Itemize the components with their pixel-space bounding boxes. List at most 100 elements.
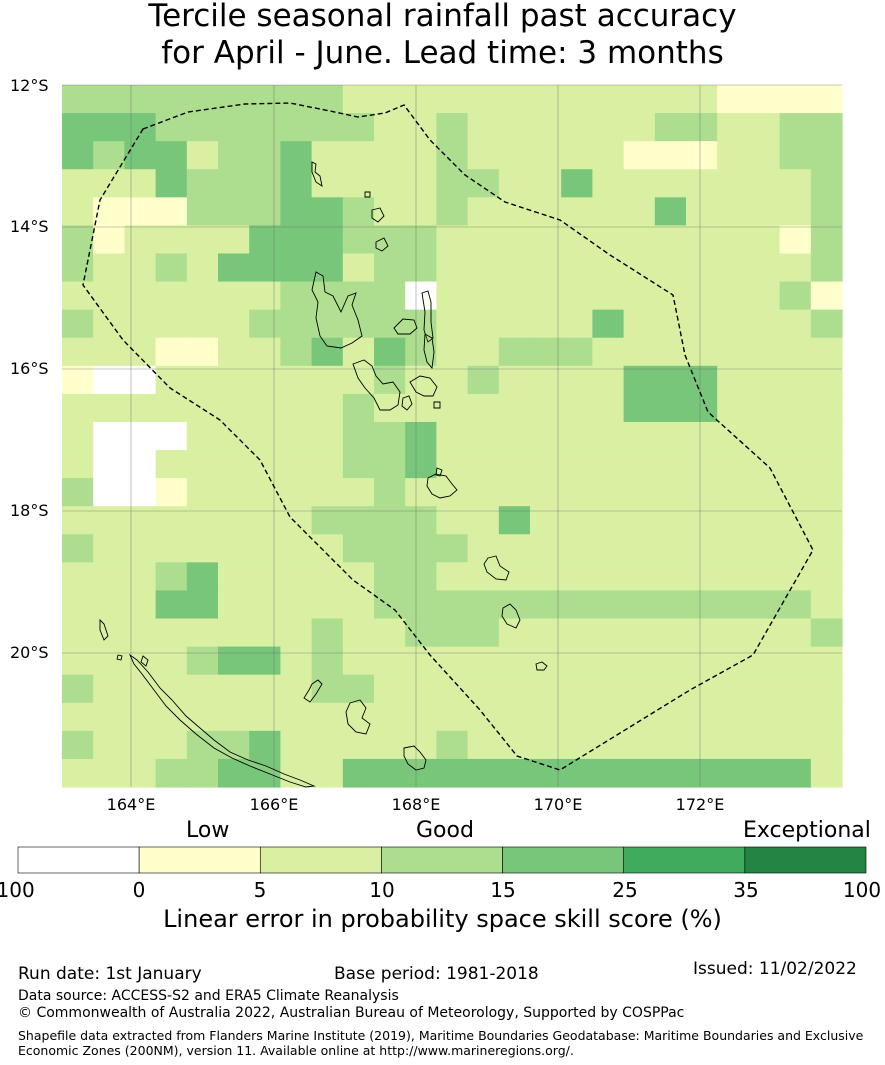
skill-cell [748, 253, 781, 283]
skill-cell [249, 421, 281, 451]
skill-cell [155, 730, 188, 760]
skill-cell [155, 225, 188, 255]
skill-cell [374, 478, 406, 507]
skill-cell [592, 169, 625, 198]
skill-cell [498, 702, 531, 732]
island-outline [303, 679, 323, 703]
skill-cell [218, 113, 250, 142]
skill-cell [186, 253, 219, 283]
skill-cell [654, 169, 687, 198]
skill-cell [342, 450, 375, 479]
skill-cell [717, 730, 749, 760]
skill-cell [498, 253, 531, 283]
skill-cell [686, 337, 718, 367]
skill-cell [62, 113, 94, 142]
skill-cell [686, 590, 718, 620]
skill-cell [311, 421, 344, 451]
lat-label-20s: 20°S [10, 643, 49, 662]
skill-cell [124, 393, 157, 423]
island-outline [311, 271, 363, 349]
skill-cell [374, 337, 406, 367]
skill-cell [436, 225, 469, 255]
skill-cell [748, 225, 781, 255]
skill-cell [436, 169, 469, 198]
skill-cell [654, 478, 687, 507]
skill-cell [686, 618, 718, 648]
skill-cell [686, 393, 718, 423]
skill-cell [654, 337, 687, 367]
skill-cell [810, 506, 843, 535]
skill-cell [748, 730, 781, 760]
skill-cell [93, 450, 125, 479]
skill-cell [717, 421, 749, 451]
skill-cell [810, 450, 843, 479]
skill-cell [561, 169, 593, 198]
skill-cell [218, 421, 250, 451]
skill-cell [717, 197, 749, 226]
skill-cell [748, 169, 781, 198]
skill-cell [654, 421, 687, 451]
skill-cell [374, 141, 406, 170]
skill-cell [124, 646, 157, 676]
skill-cell [93, 758, 125, 788]
skill-cell [467, 197, 500, 226]
skill-cell [405, 169, 437, 198]
skill-cell [592, 758, 625, 788]
skill-cell [280, 506, 313, 535]
skill-cell [779, 674, 812, 704]
lon-label-170e: 170°E [533, 795, 583, 814]
skill-cell [748, 141, 781, 170]
skill-cell [717, 253, 749, 283]
skill-cell [280, 646, 313, 676]
skill-cell [623, 113, 656, 142]
skill-cell [467, 393, 500, 423]
skill-cell [186, 562, 219, 592]
skill-grid-cells [62, 85, 843, 788]
skill-cell [654, 197, 687, 226]
skill-cell [810, 562, 843, 592]
skill-cell [686, 197, 718, 226]
skill-cell [654, 393, 687, 423]
skill-cell [249, 309, 281, 339]
skill-cell [249, 506, 281, 535]
skill-cell [623, 169, 656, 198]
skill-cell [810, 393, 843, 423]
skill-cell [686, 253, 718, 283]
skill-cell [686, 562, 718, 592]
skill-cell [779, 618, 812, 648]
skill-cell [124, 562, 157, 592]
skill-cell [530, 478, 562, 507]
skill-cell [405, 337, 437, 367]
skill-cell [124, 141, 157, 170]
skill-cell [280, 365, 313, 395]
skill-cell [530, 85, 562, 114]
skill-cell [342, 478, 375, 507]
skill-cell [405, 478, 437, 507]
skill-cell [218, 169, 250, 198]
skill-cell [218, 365, 250, 395]
skill-cell [592, 309, 625, 339]
skill-cell [124, 534, 157, 563]
skill-cell [530, 393, 562, 423]
skill-cell [717, 141, 749, 170]
skill-cell [311, 393, 344, 423]
skill-cell [654, 590, 687, 620]
skill-cell [592, 281, 625, 311]
skill-cell [561, 730, 593, 760]
skill-cell [717, 281, 749, 311]
skill-cell [717, 337, 749, 367]
skill-cell [748, 281, 781, 311]
skill-cell [748, 365, 781, 395]
skill-cell [280, 450, 313, 479]
skill-cell [280, 618, 313, 648]
skill-cell [779, 758, 812, 788]
skill-cell [218, 309, 250, 339]
skill-cell [342, 169, 375, 198]
skill-cell [686, 758, 718, 788]
skill-cell [623, 758, 656, 788]
skill-cell [405, 506, 437, 535]
skill-cell [186, 197, 219, 226]
skill-cell [124, 674, 157, 704]
lat-label-16s: 16°S [10, 359, 49, 378]
skill-cell [311, 534, 344, 563]
